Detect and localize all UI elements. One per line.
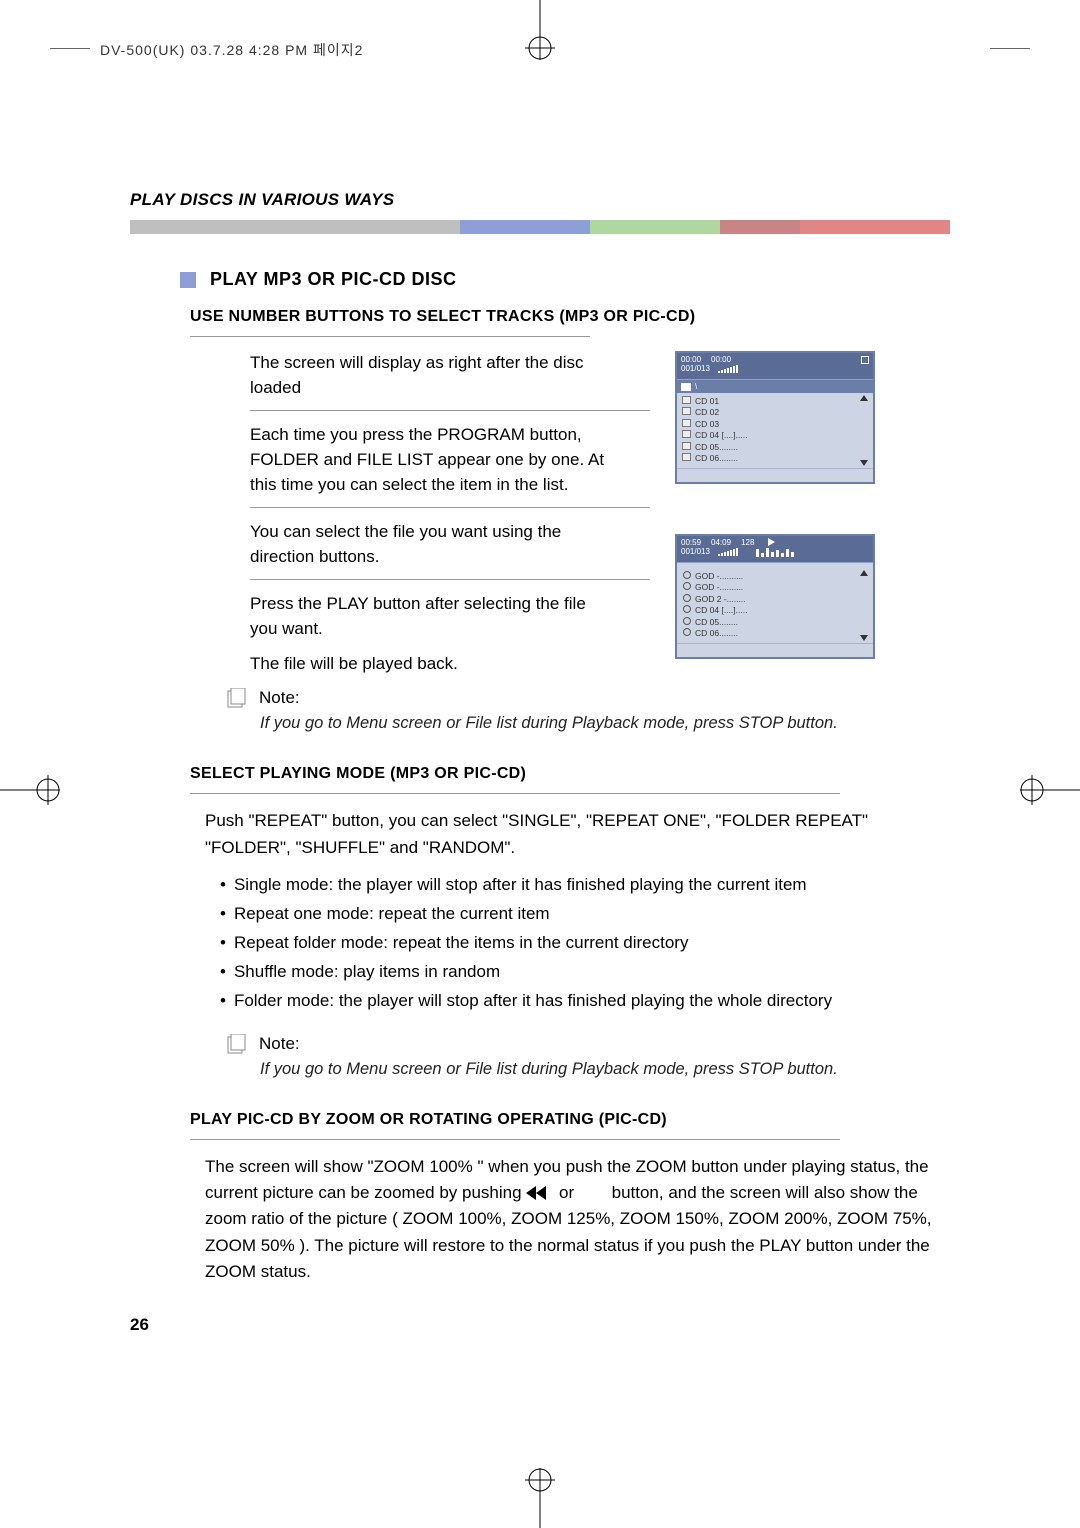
- list-item: CD 05........: [695, 442, 738, 453]
- page-number: 26: [130, 1315, 950, 1335]
- list-item: CD 06........: [695, 628, 738, 639]
- section2-title: SELECT PLAYING MODE (MP3 OR PIC-CD): [190, 765, 950, 783]
- rule: [250, 410, 650, 411]
- screen1-time2: 00:00: [711, 355, 731, 364]
- music-icon: [682, 617, 691, 625]
- section3-title: PLAY PIC-CD BY ZOOM OR ROTATING OPERATIN…: [190, 1111, 950, 1129]
- list-item: Repeat one mode: repeat the current item: [234, 900, 550, 929]
- folder-icon: [682, 396, 691, 404]
- list-item: GOD 2 -........: [695, 594, 746, 605]
- list-item: Folder mode: the player will stop after …: [234, 987, 832, 1016]
- list-item: CD 04 [....].....: [695, 605, 747, 616]
- section3-text-mid: or: [559, 1183, 579, 1202]
- crop-line: [990, 48, 1030, 49]
- screen2-track: 001/013: [681, 547, 710, 556]
- section1-p2: Each time you press the PROGRAM button, …: [250, 423, 605, 497]
- bullet-icon: •: [220, 900, 226, 929]
- bullet-icon: •: [220, 929, 226, 958]
- registration-mark-bottom: [520, 1438, 560, 1528]
- screen1-folder: \: [695, 382, 697, 391]
- up-icon: [860, 395, 868, 401]
- section1-p5: The file will be played back.: [250, 652, 605, 677]
- section1-p3: You can select the file you want using t…: [250, 520, 605, 569]
- screen1-track: 001/013: [681, 364, 710, 373]
- rewind-icon: [526, 1186, 554, 1200]
- folder-icon: [682, 419, 691, 427]
- list-item: Shuffle mode: play items in random: [234, 958, 500, 987]
- section1-title: PLAY MP3 OR PIC-CD DISC: [210, 269, 457, 290]
- note-text: If you go to Menu screen or File list du…: [260, 714, 950, 733]
- stop-icon: [861, 356, 869, 364]
- registration-mark-right: [990, 770, 1080, 810]
- section1-subtitle: USE NUMBER BUTTONS TO SELECT TRACKS (MP3…: [190, 308, 950, 326]
- rule: [190, 1139, 840, 1140]
- screen2-time1: 00:59: [681, 538, 701, 547]
- play-icon: [768, 538, 775, 546]
- content: PLAY DISCS IN VARIOUS WAYS PLAY MP3 OR P…: [130, 190, 950, 1335]
- section3-para: The screen will show "ZOOM 100% " when y…: [205, 1154, 950, 1286]
- bullet-icon: •: [220, 987, 226, 1016]
- bullet-icon: •: [220, 958, 226, 987]
- registration-mark-top: [520, 0, 560, 90]
- screen2-bitrate: 128: [741, 538, 754, 547]
- screen-mock-2: 00:59 04:09 128 001/013: [675, 534, 875, 659]
- color-bar: [130, 220, 950, 234]
- list-item: CD 04 [....].....: [695, 430, 747, 441]
- heading-square-icon: [180, 272, 196, 288]
- down-icon: [860, 635, 868, 641]
- signal-icon: [718, 548, 748, 556]
- list-item: GOD -..........: [695, 582, 743, 593]
- mode-list: • Single mode: the player will stop after…: [220, 871, 950, 1015]
- list-item: GOD -..........: [695, 571, 743, 582]
- page: DV-500(UK) 03.7.28 4:28 PM 페이지2 PLAY DIS…: [0, 0, 1080, 1528]
- list-item: CD 02: [695, 407, 719, 418]
- list-item: Repeat folder mode: repeat the items in …: [234, 929, 689, 958]
- registration-mark-left: [0, 770, 90, 810]
- header-stamp: DV-500(UK) 03.7.28 4:28 PM 페이지2: [100, 40, 363, 60]
- note-icon: [225, 1034, 247, 1056]
- list-item: CD 03: [695, 419, 719, 430]
- music-icon: [682, 571, 691, 579]
- music-icon: [682, 582, 691, 590]
- folder-icon: [682, 453, 691, 461]
- screen-mock-1: 00:00 00:00 001/013 \: [675, 351, 875, 484]
- list-item: CD 01: [695, 396, 719, 407]
- music-icon: [682, 628, 691, 636]
- rule: [250, 507, 650, 508]
- folder-icon: [682, 430, 691, 438]
- screen1-time1: 00:00: [681, 355, 701, 364]
- folder-icon: [682, 407, 691, 415]
- rule: [190, 793, 840, 794]
- crop-line: [50, 48, 90, 49]
- note-icon: [225, 688, 247, 710]
- folder-icon: [681, 383, 691, 391]
- section1-p4: Press the PLAY button after selecting th…: [250, 592, 605, 641]
- list-item: CD 05........: [695, 617, 738, 628]
- note-text: If you go to Menu screen or File list du…: [260, 1060, 950, 1079]
- equalizer-icon: [756, 547, 806, 557]
- bullet-icon: •: [220, 871, 226, 900]
- music-icon: [682, 594, 691, 602]
- rule: [250, 579, 650, 580]
- up-icon: [860, 570, 868, 576]
- music-icon: [682, 605, 691, 613]
- section-label: PLAY DISCS IN VARIOUS WAYS: [130, 190, 950, 210]
- list-item: Single mode: the player will stop after …: [234, 871, 807, 900]
- section1-p1: The screen will display as right after t…: [250, 351, 605, 400]
- signal-icon: [718, 365, 748, 373]
- list-item: CD 06........: [695, 453, 738, 464]
- screen2-time2: 04:09: [711, 538, 731, 547]
- down-icon: [860, 460, 868, 466]
- rule: [190, 336, 590, 337]
- note-label: Note:: [259, 1034, 300, 1054]
- section2-intro: Push "REPEAT" button, you can select "SI…: [205, 808, 950, 861]
- folder-icon: [682, 442, 691, 450]
- note-label: Note:: [259, 688, 300, 708]
